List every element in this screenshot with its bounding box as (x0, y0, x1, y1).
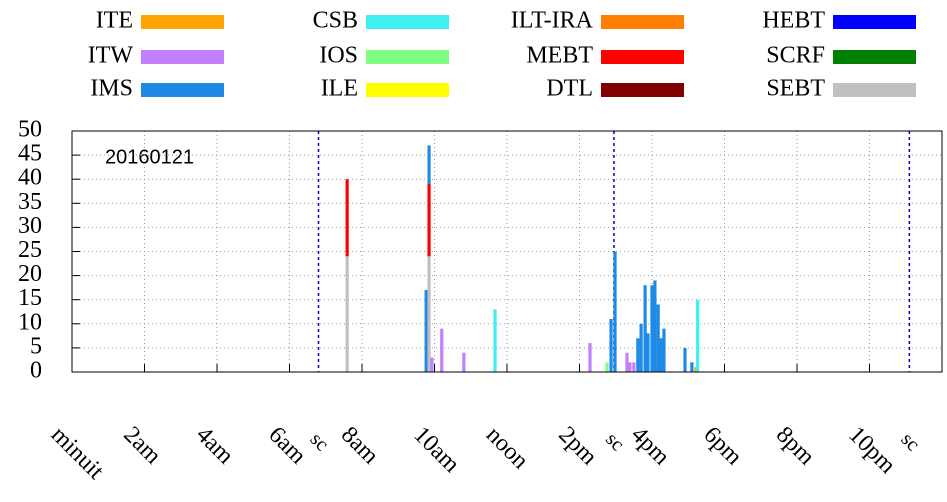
legend-swatch (141, 15, 224, 29)
plot-frame (71, 130, 943, 373)
bar-segment (632, 362, 636, 372)
y-tick-label: 50 (18, 117, 42, 143)
legend-label: IOS (319, 43, 358, 69)
legend-swatch (833, 83, 916, 97)
legend-swatch (141, 83, 224, 97)
bar-segment (605, 362, 609, 372)
bar-segment (696, 299, 700, 372)
x-tick-label: noon (481, 422, 533, 474)
x-tick-label: minuit (46, 422, 109, 485)
bar-segment (613, 251, 617, 372)
legend-label: DTL (546, 76, 593, 102)
legend-label: ITE (96, 8, 133, 34)
y-tick-label: 30 (18, 213, 42, 239)
legend-label: IMS (90, 76, 133, 102)
bar-segment (625, 352, 629, 372)
bar-segment (656, 304, 660, 372)
x-tick-label: 10pm (843, 422, 900, 479)
y-tick-label: 35 (18, 189, 42, 215)
legend-label: ILE (321, 76, 358, 102)
legend-swatch (366, 83, 449, 97)
bar-segment (609, 318, 613, 372)
legend-swatch (141, 50, 224, 64)
legend-label: CSB (313, 8, 358, 34)
legend-swatch (366, 50, 449, 64)
y-tick-label: 20 (18, 261, 42, 287)
x-tick-label: 6pm (698, 422, 747, 471)
bar-segment (345, 256, 349, 372)
bar-segment (462, 352, 466, 372)
bar-segment (639, 323, 643, 372)
legend-swatch (601, 15, 684, 29)
bar-segment (683, 347, 687, 372)
bar-segment (694, 367, 698, 372)
bar-segment (690, 362, 694, 372)
x-tick-label: 2pm (553, 422, 602, 471)
bar-segment (424, 290, 428, 372)
y-tick-label: 25 (18, 237, 42, 263)
legend-label: HEBT (762, 8, 825, 34)
marker-label: sc (897, 428, 924, 455)
legend-label: MEBT (526, 43, 593, 69)
bar-segment (653, 280, 657, 372)
y-tick-label: 45 (18, 141, 42, 167)
bar-segment (588, 343, 592, 372)
legend-label: SEBT (766, 76, 825, 102)
bar-segment (650, 285, 654, 372)
x-tick-label: 2am (118, 422, 166, 470)
bar-segment (427, 256, 431, 372)
x-tick-label: 6am (263, 422, 311, 470)
legend-label: SCRF (766, 43, 825, 69)
y-tick-label: 15 (18, 285, 42, 311)
bar-segment (628, 362, 632, 372)
x-tick-label: 10am (408, 422, 464, 478)
bar-segment (430, 357, 434, 372)
y-tick-label: 40 (18, 165, 42, 191)
bar-segment (427, 145, 431, 185)
bar-segment (636, 338, 640, 372)
annotation: 20160121 (105, 146, 194, 168)
legend-label: ILT-IRA (511, 8, 594, 34)
legend-swatch (601, 83, 684, 97)
legend-swatch (833, 15, 916, 29)
marker-label: sc (601, 428, 628, 455)
y-tick-label: 0 (30, 358, 42, 384)
legend-swatch (833, 50, 916, 64)
bar-segment (440, 328, 444, 372)
legend-swatch (601, 50, 684, 64)
bar-segment (427, 184, 431, 257)
x-tick-label: 4pm (626, 422, 675, 471)
bar-segment (643, 285, 647, 372)
bar-segment (646, 333, 650, 372)
x-tick-label: 8pm (771, 422, 820, 471)
y-tick-label: 5 (30, 333, 42, 359)
x-tick-label: 8am (336, 422, 384, 470)
y-tick-label: 10 (18, 309, 42, 335)
legend-label: ITW (88, 43, 134, 69)
bar-segment (345, 179, 349, 257)
legend-swatch (366, 15, 449, 29)
bar-segment (662, 328, 666, 372)
x-tick-label: 4am (191, 422, 239, 470)
bar-segment (659, 338, 663, 372)
bar-segment (493, 309, 497, 372)
